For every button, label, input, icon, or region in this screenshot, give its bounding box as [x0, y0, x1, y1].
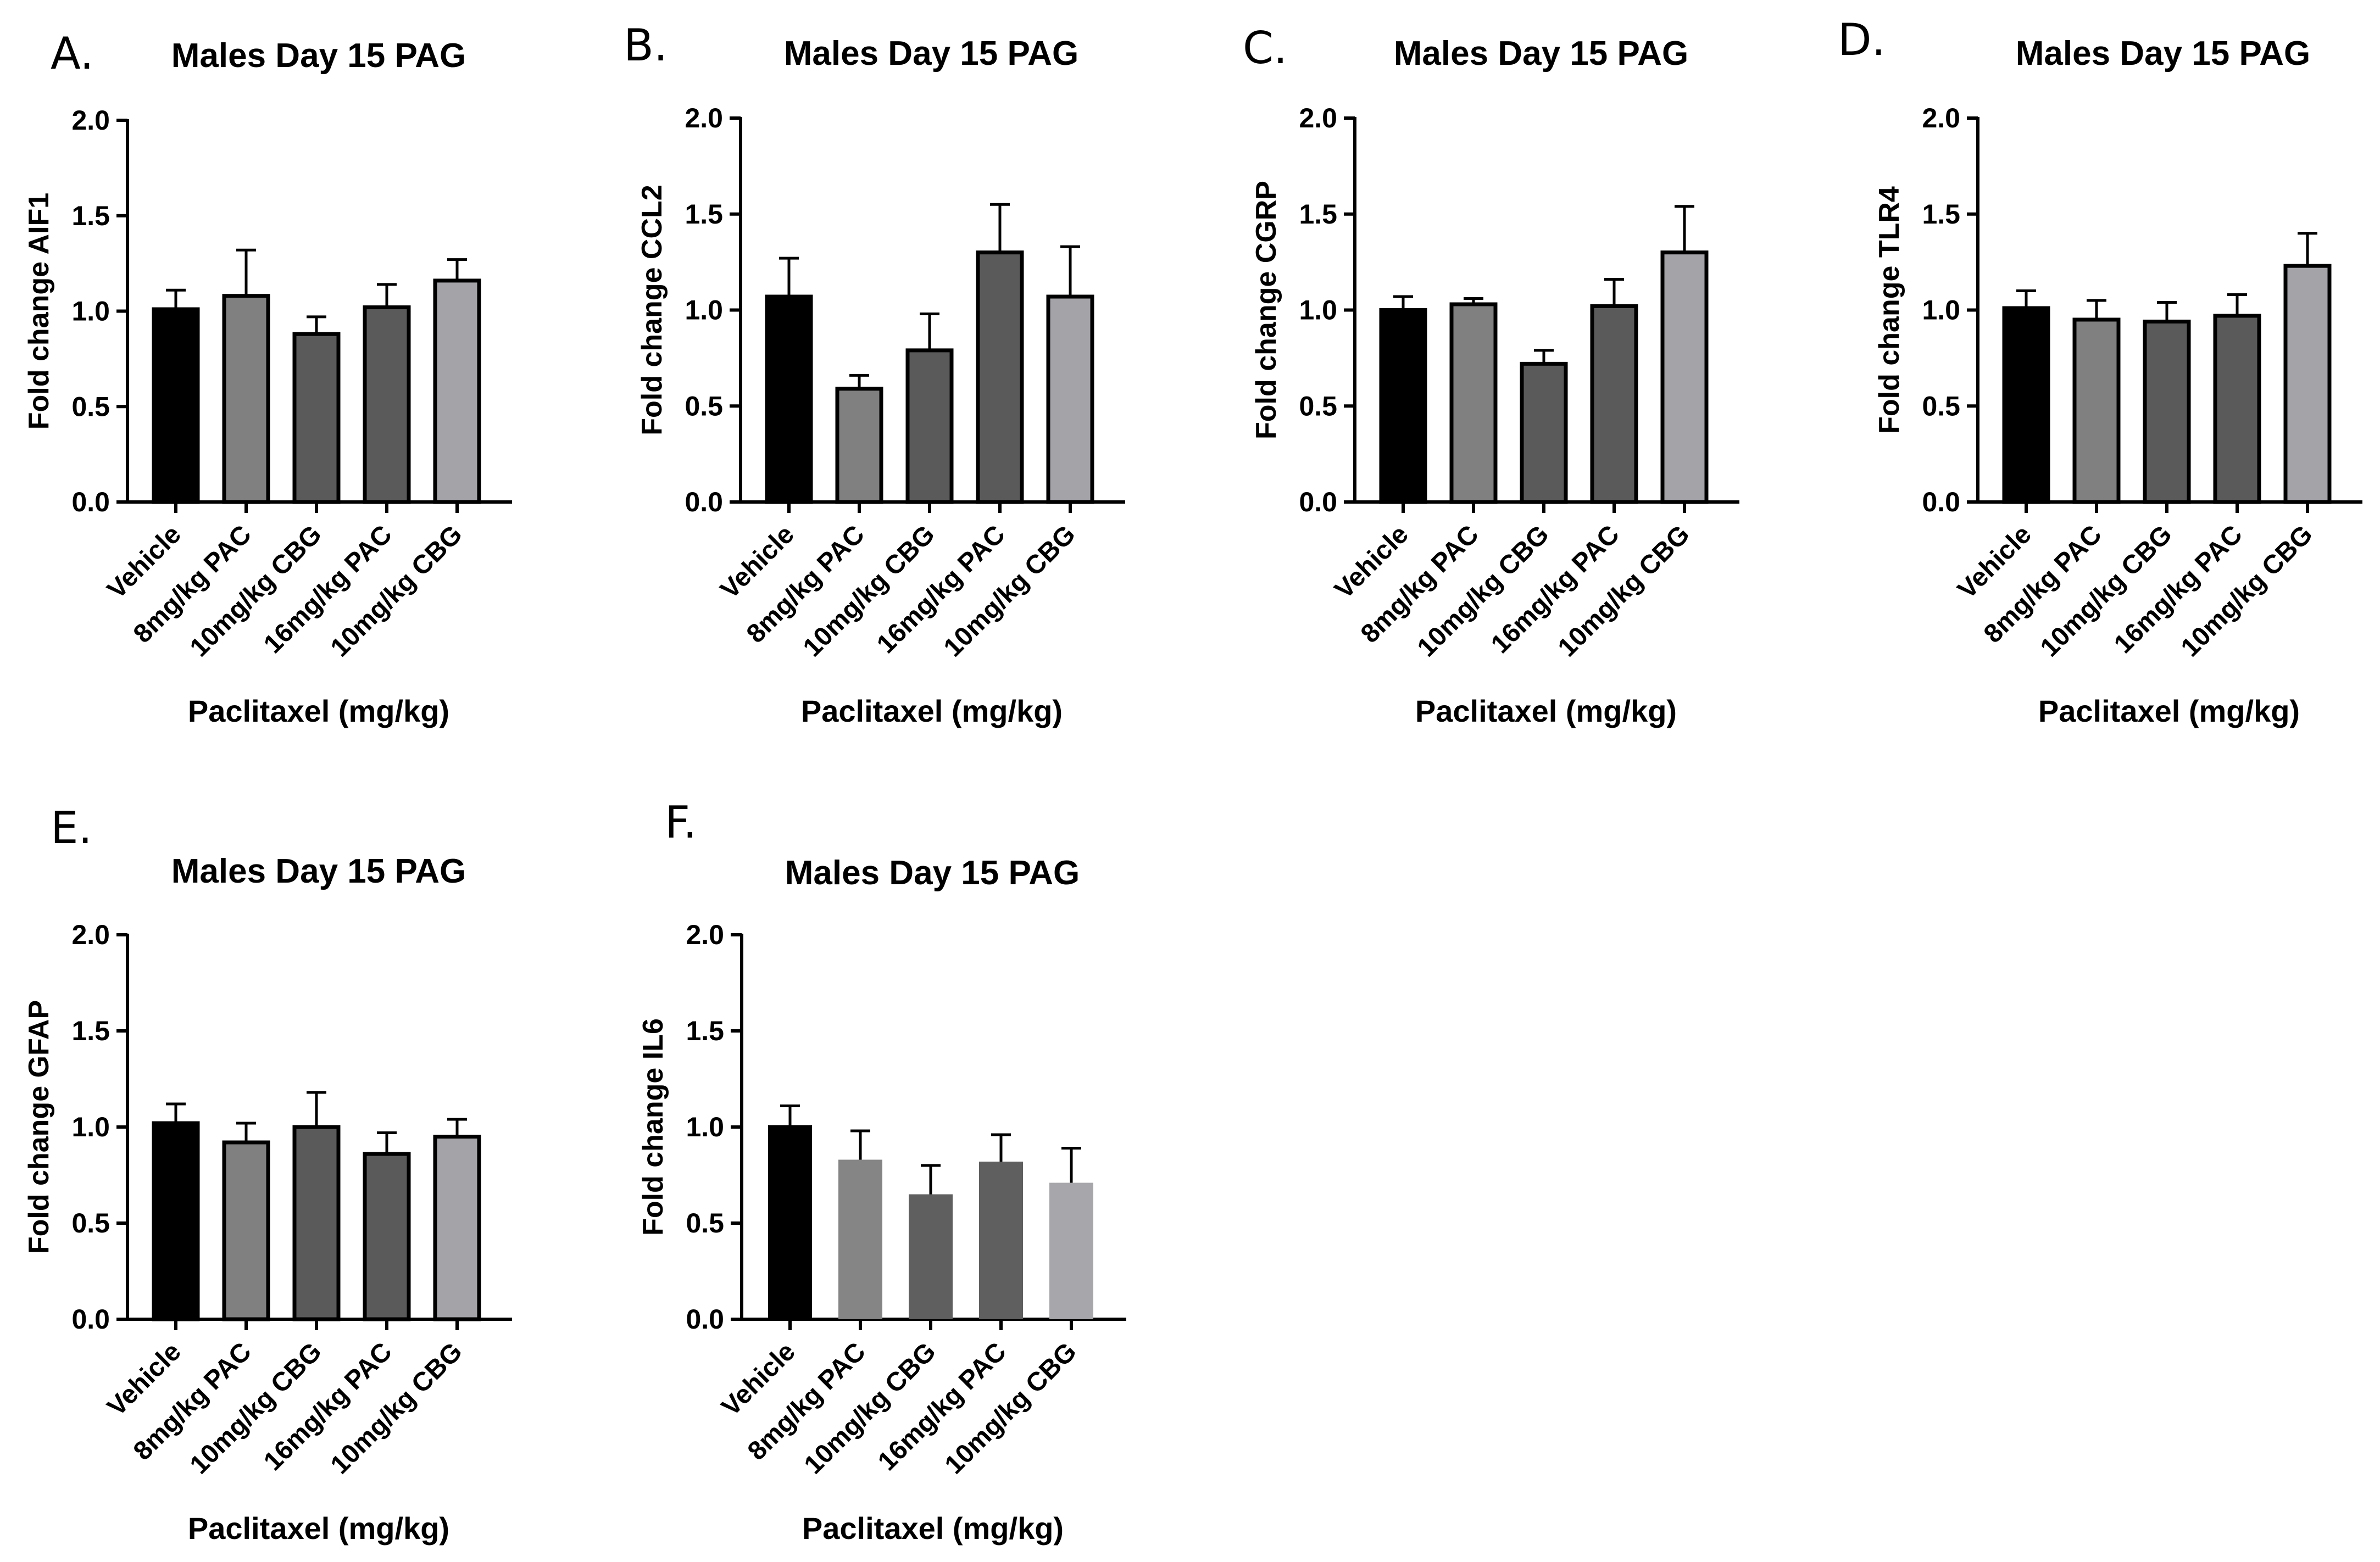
chart-panel-1: A. Males Day 15 PAG Fold change AIF1 0.0 0.5…	[23, 28, 512, 728]
x-tick-label: 16mg/kg PAC	[258, 520, 398, 659]
y-axis-label: Fold change CCL2	[636, 185, 668, 435]
y-tick-label: 1.0	[71, 1112, 110, 1142]
bar	[905, 348, 954, 504]
bar	[292, 1125, 341, 1321]
y-tick-label: 0.0	[71, 1304, 110, 1335]
x-axis-label: Paclitaxel (mg/kg)	[1415, 694, 1677, 728]
bar	[2283, 264, 2332, 504]
bar	[292, 332, 341, 504]
bar	[2002, 306, 2050, 504]
x-tick-label: 16mg/kg PAC	[872, 1337, 1012, 1476]
chart-title: Males Day 15 PAG	[785, 854, 1080, 892]
y-tick-label: 0.0	[71, 487, 110, 517]
bar	[979, 1162, 1023, 1319]
y-tick-label: 0.5	[1922, 390, 1960, 421]
y-tick-label: 2.0	[1299, 103, 1337, 133]
bar	[1520, 361, 1568, 504]
y-tick-label: 2.0	[1922, 103, 1960, 133]
y-tick-label: 0.0	[686, 1304, 724, 1335]
y-tick-label: 1.5	[686, 1016, 724, 1046]
y-tick-label: 0.5	[71, 391, 110, 422]
bar	[909, 1194, 953, 1319]
y-tick-label: 1.0	[685, 295, 723, 326]
y-tick-label: 0.5	[685, 390, 723, 421]
bar	[1049, 1182, 1093, 1319]
y-axis-label: Fold change AIF1	[23, 193, 55, 429]
x-tick-label: 16mg/kg PAC	[2109, 520, 2248, 659]
chart-title: Males Day 15 PAG	[171, 852, 466, 890]
y-tick-label: 1.5	[71, 1016, 110, 1046]
bar	[1660, 250, 1709, 504]
panel-letter: A.	[51, 28, 94, 79]
chart-panel-5: E. Males Day 15 PAG Fold change GFAP 0.0 0.5…	[23, 802, 512, 1546]
y-tick-label: 2.0	[71, 919, 110, 950]
bar	[976, 250, 1024, 504]
bar	[768, 1125, 812, 1319]
bar	[222, 1140, 270, 1321]
y-tick-label: 1.5	[1299, 199, 1337, 230]
y-tick-label: 0.5	[1299, 390, 1337, 421]
x-axis-label: Paclitaxel (mg/kg)	[802, 1511, 1064, 1546]
bar	[363, 1152, 411, 1321]
y-tick-label: 2.0	[685, 103, 723, 133]
y-tick-label: 0.0	[1299, 487, 1337, 517]
y-axis-label: Fold change CGRP	[1250, 181, 1282, 439]
y-tick-label: 1.0	[686, 1112, 724, 1142]
bar	[2213, 314, 2261, 504]
y-tick-label: 1.5	[685, 199, 723, 230]
bar	[1449, 302, 1498, 504]
chart-title: Males Day 15 PAG	[1394, 35, 1688, 72]
y-tick-label: 1.0	[1299, 295, 1337, 326]
y-tick-label: 0.5	[686, 1208, 724, 1239]
bar	[222, 294, 270, 504]
y-tick-label: 1.0	[1922, 295, 1960, 326]
panel-letter: D.	[1838, 14, 1886, 65]
x-axis-label: Paclitaxel (mg/kg)	[188, 1511, 449, 1546]
chart-panel-6: F. Males Day 15 PAG Fold change IL6 0.0 0.5 1…	[637, 797, 1126, 1546]
bar	[433, 1135, 481, 1321]
y-tick-label: 0.0	[685, 487, 723, 517]
x-axis-label: Paclitaxel (mg/kg)	[2038, 694, 2300, 728]
chart-title: Males Day 15 PAG	[2016, 35, 2310, 72]
bar	[2143, 319, 2191, 504]
y-tick-label: 1.0	[71, 296, 110, 327]
bar	[433, 278, 481, 504]
x-tick-label: 16mg/kg PAC	[871, 520, 1011, 659]
bar	[152, 307, 200, 504]
x-axis-label: Paclitaxel (mg/kg)	[801, 694, 1063, 728]
chart-panel-4: D. Males Day 15 PAG Fold change TLR4 0.0 0.5…	[1838, 14, 2362, 728]
bar	[835, 387, 883, 504]
y-axis-label: Fold change GFAP	[23, 1000, 55, 1254]
y-tick-label: 0.0	[1922, 487, 1960, 517]
y-tick-label: 2.0	[71, 105, 110, 136]
chart-title: Males Day 15 PAG	[784, 35, 1078, 72]
x-axis-label: Paclitaxel (mg/kg)	[188, 694, 449, 728]
panel-letter: B.	[624, 20, 668, 71]
chart-panel-2: B. Males Day 15 PAG Fold change CCL2 0.0 0.5…	[624, 20, 1125, 728]
y-tick-label: 1.5	[71, 200, 110, 231]
bar	[1046, 294, 1094, 504]
y-axis-label: Fold change IL6	[637, 1018, 669, 1236]
bar	[152, 1121, 200, 1321]
y-tick-label: 0.5	[71, 1208, 110, 1239]
bar	[765, 294, 813, 504]
chart-panel-3: C. Males Day 15 PAG Fold change CGRP 0.0 0.5…	[1243, 23, 1739, 728]
bar	[1590, 304, 1638, 504]
bar	[838, 1159, 882, 1319]
y-axis-label: Fold change TLR4	[1873, 186, 1905, 434]
bar	[1379, 308, 1427, 504]
y-tick-label: 1.5	[1922, 199, 1960, 230]
chart-title: Males Day 15 PAG	[171, 37, 466, 75]
panel-letter: C.	[1243, 23, 1287, 74]
bar	[363, 305, 411, 504]
x-tick-label: 16mg/kg PAC	[1486, 520, 1625, 659]
bar	[2072, 317, 2121, 504]
panel-letter: F.	[665, 797, 697, 848]
y-tick-label: 2.0	[686, 919, 724, 950]
x-tick-label: 16mg/kg PAC	[258, 1337, 398, 1476]
panel-letter: E.	[51, 802, 92, 853]
